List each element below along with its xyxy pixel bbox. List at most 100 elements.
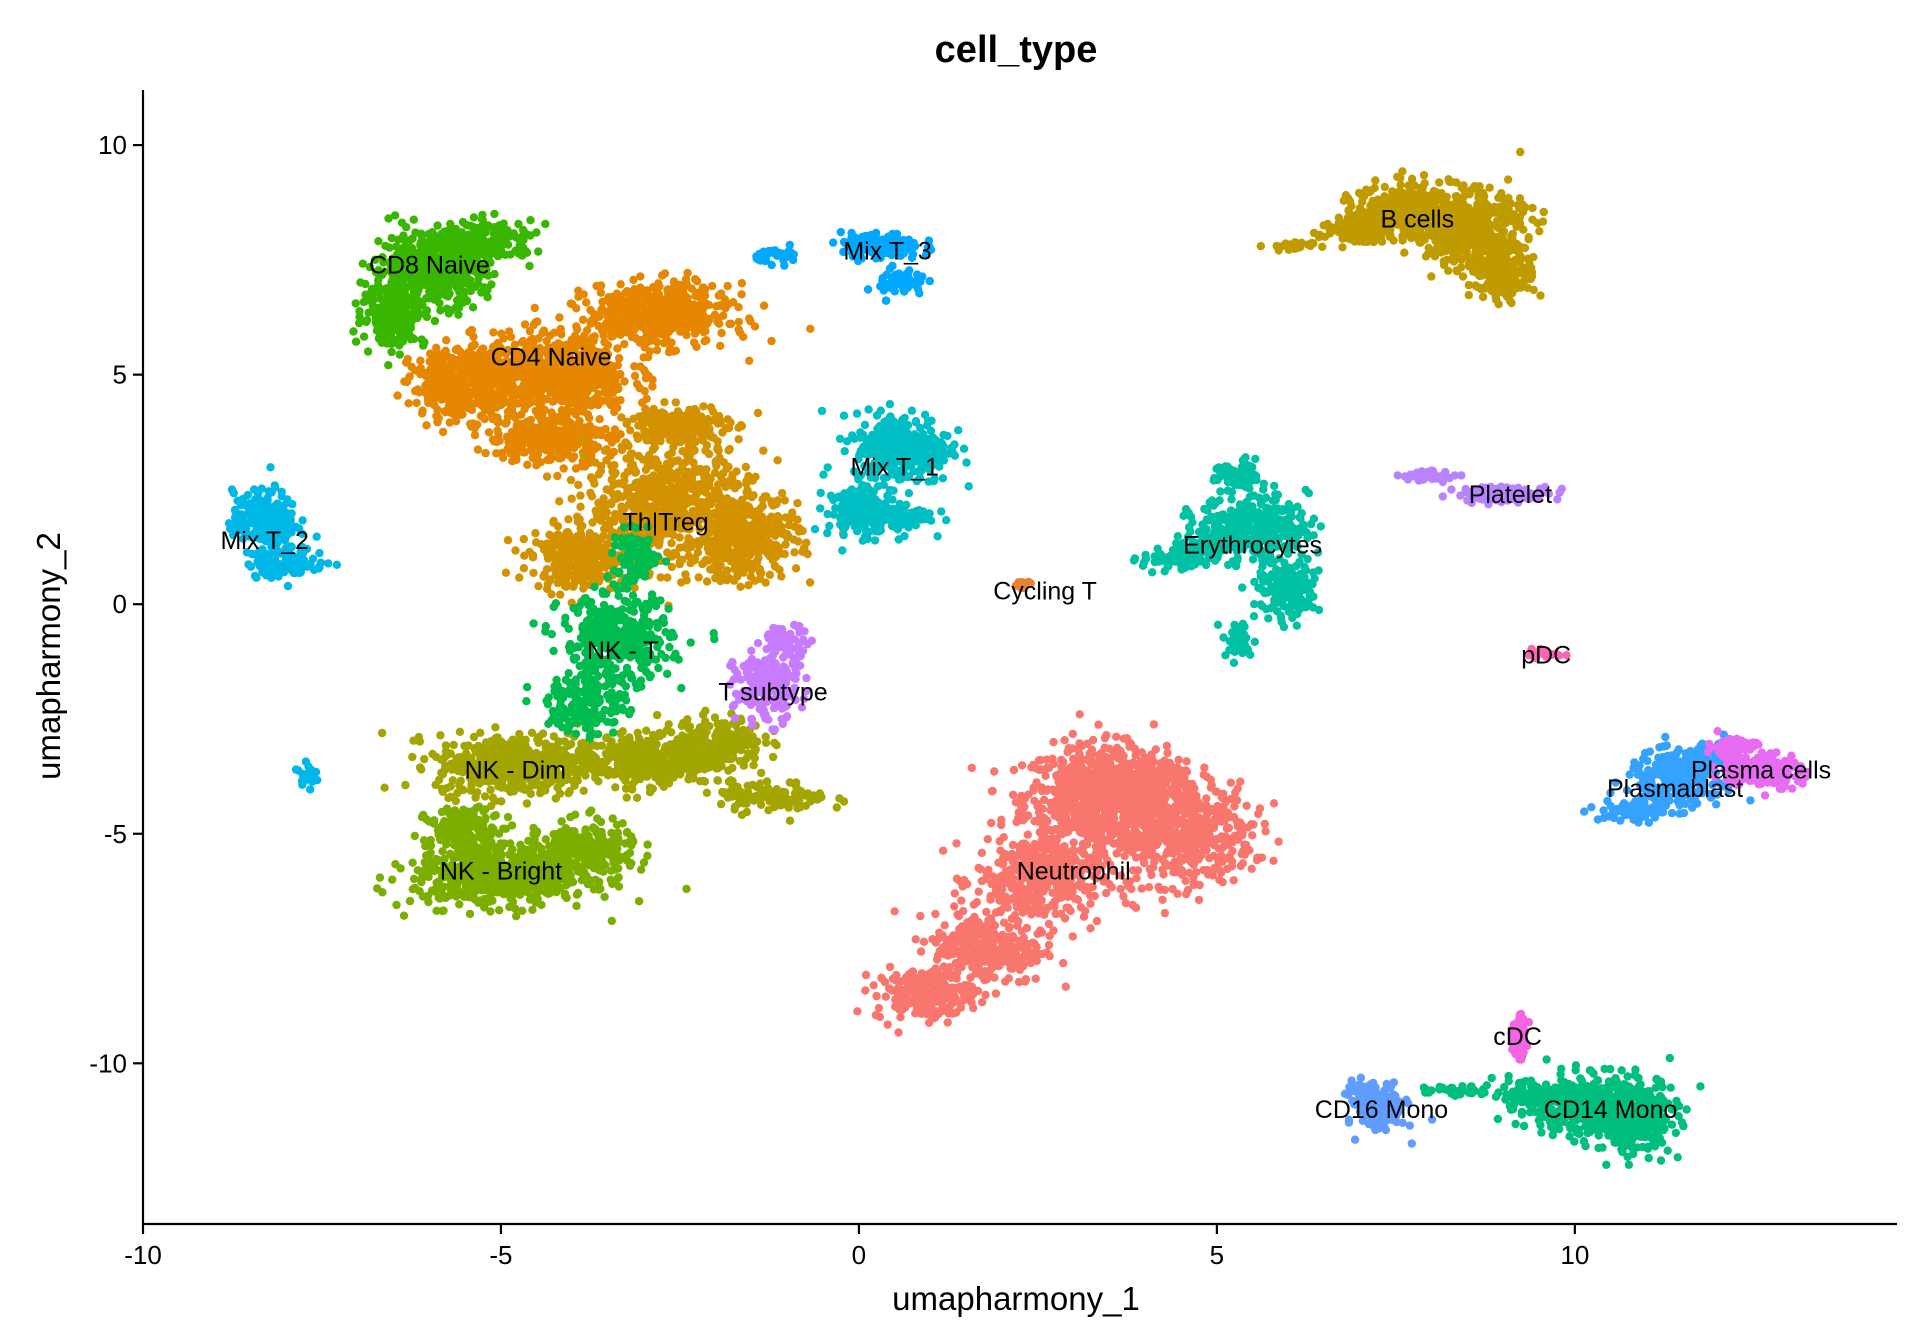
- data-point: [504, 327, 514, 336]
- data-point: [592, 281, 601, 291]
- data-point: [1136, 819, 1145, 828]
- data-point: [393, 391, 402, 400]
- data-point: [999, 876, 1008, 885]
- data-point: [606, 400, 615, 410]
- data-point: [948, 943, 957, 952]
- data-point: [940, 921, 949, 930]
- data-point: [674, 306, 684, 315]
- data-point: [1012, 817, 1021, 827]
- data-point: [916, 911, 925, 921]
- data-point: [1018, 839, 1027, 848]
- data-point: [1034, 756, 1044, 765]
- data-point: [1214, 857, 1223, 866]
- data-point: [861, 970, 871, 980]
- data-point: [1131, 903, 1141, 912]
- data-point: [657, 474, 666, 483]
- data-point: [1247, 864, 1256, 873]
- data-point: [591, 374, 600, 383]
- data-point: [689, 312, 698, 321]
- data-point: [1023, 830, 1032, 839]
- data-point: [990, 767, 999, 776]
- data-point: [507, 396, 517, 405]
- data-point: [1220, 837, 1229, 846]
- data-point: [693, 277, 702, 286]
- data-point: [652, 345, 662, 355]
- data-point: [1233, 835, 1243, 844]
- data-point: [523, 460, 532, 469]
- data-point: [478, 381, 487, 391]
- data-point: [1018, 816, 1028, 825]
- data-point: [777, 489, 787, 498]
- data-point: [1051, 836, 1061, 846]
- data-point: [578, 434, 587, 443]
- data-point: [1114, 800, 1124, 809]
- data-point: [1102, 731, 1111, 740]
- data-point: [1269, 799, 1279, 808]
- data-point: [1092, 916, 1102, 926]
- data-point: [492, 437, 502, 447]
- data-point: [520, 448, 529, 457]
- points-layer: [224, 147, 1812, 1170]
- data-point: [1159, 870, 1168, 879]
- data-point: [617, 492, 627, 502]
- data-point: [528, 426, 537, 435]
- data-point: [576, 491, 585, 500]
- data-point: [467, 342, 476, 351]
- data-point: [1150, 857, 1159, 867]
- data-point: [952, 1008, 961, 1017]
- data-point: [717, 300, 726, 310]
- data-point: [1219, 789, 1228, 798]
- data-point: [902, 988, 911, 997]
- data-point: [1158, 780, 1168, 790]
- data-point: [1107, 783, 1116, 792]
- data-point: [1242, 801, 1251, 810]
- data-point: [624, 499, 634, 509]
- data-point: [1129, 788, 1139, 798]
- data-point: [1112, 732, 1121, 741]
- data-point: [1116, 884, 1125, 894]
- data-point: [1075, 827, 1084, 836]
- data-point: [461, 393, 470, 403]
- data-point: [467, 405, 477, 415]
- data-point: [1215, 875, 1224, 884]
- data-point: [657, 323, 666, 333]
- data-point: [1043, 825, 1053, 834]
- data-point: [617, 442, 626, 451]
- data-point: [1041, 771, 1050, 780]
- data-point: [455, 364, 465, 374]
- data-point: [615, 354, 624, 363]
- data-point: [1042, 763, 1052, 773]
- data-point: [690, 329, 700, 338]
- data-point: [1037, 928, 1047, 937]
- data-point: [1229, 876, 1238, 885]
- data-point: [656, 294, 665, 303]
- data-point: [952, 936, 962, 945]
- data-point: [1145, 834, 1155, 843]
- data-point: [628, 320, 637, 329]
- data-point: [1014, 808, 1023, 817]
- data-point: [974, 887, 983, 896]
- data-point: [534, 386, 544, 395]
- data-point: [559, 464, 568, 473]
- data-point: [586, 488, 595, 498]
- data-point: [616, 396, 625, 405]
- data-point: [1191, 831, 1200, 841]
- data-point: [952, 874, 962, 883]
- data-point: [716, 341, 725, 350]
- data-point: [1038, 844, 1047, 853]
- data-point: [966, 933, 975, 942]
- data-point: [1090, 758, 1099, 767]
- data-point: [1183, 885, 1193, 895]
- data-point: [654, 279, 663, 288]
- data-point: [1149, 720, 1159, 729]
- data-point: [596, 466, 606, 476]
- data-point: [455, 347, 465, 356]
- data-point: [530, 376, 539, 385]
- data-point: [806, 324, 815, 333]
- data-point: [894, 1028, 903, 1037]
- data-point: [610, 425, 620, 434]
- data-point: [1248, 831, 1257, 840]
- data-point: [908, 996, 917, 1005]
- data-point: [894, 983, 903, 992]
- data-point: [1026, 949, 1036, 959]
